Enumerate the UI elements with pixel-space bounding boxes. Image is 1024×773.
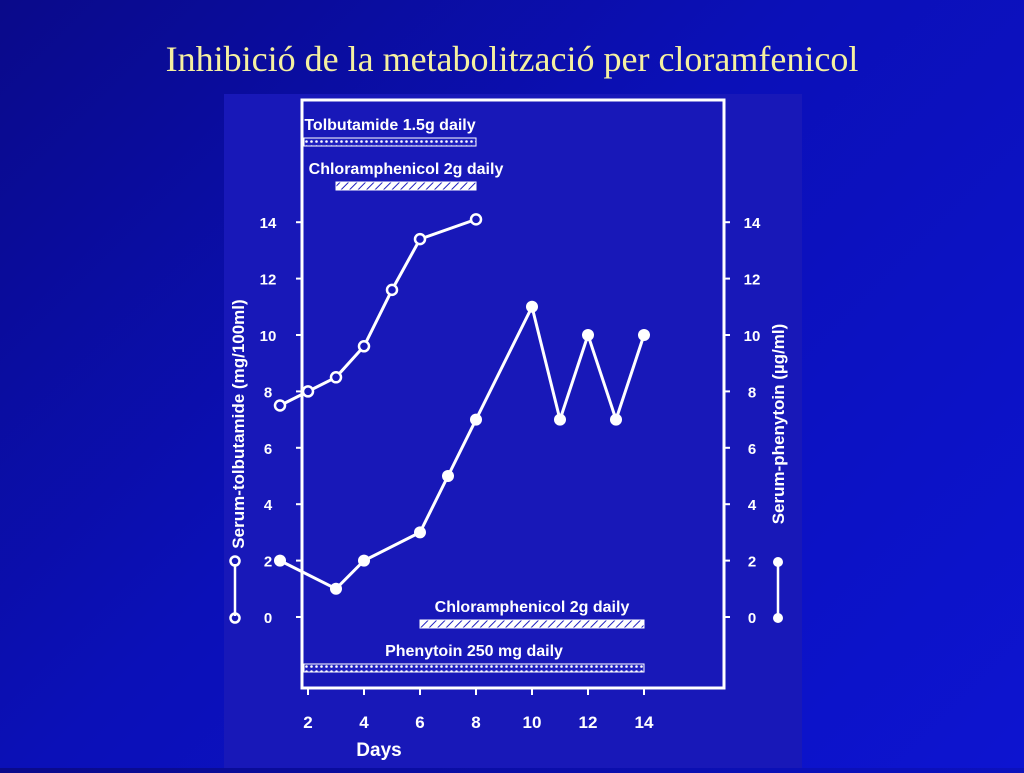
x-tick-label: 10: [523, 713, 542, 732]
phenytoin-point: [330, 582, 342, 595]
data-series: [273, 213, 650, 595]
treatment-label: Tolbutamide 1.5g daily: [304, 117, 475, 134]
phenytoin-point: [470, 413, 482, 426]
phenytoin-point: [414, 526, 426, 539]
x-tick-label: 2: [303, 713, 312, 732]
phenytoin-point: [526, 300, 538, 313]
treatment-bar: [303, 137, 477, 147]
phenytoin-point: [274, 554, 286, 567]
y-axis-label-right: Serum-phenytoin (µg/ml): [769, 324, 788, 525]
tolbutamide-point: [413, 232, 427, 246]
y-axis-left: 0 2 4 6 8 10 12 14: [260, 215, 302, 627]
tolbutamide-point: [329, 371, 343, 384]
y-left-tick-label: 14: [260, 215, 277, 232]
treatment-bar: [335, 181, 477, 191]
treatment-label: Chloramphenicol 2g daily: [309, 161, 504, 178]
tolbutamide-point: [385, 283, 399, 297]
figure-panel: 0 2 4 6 8 10 12 14 0 2 4 6 8 10 12 14 2 4 6 8 10 12 14 Tolbu…: [224, 94, 802, 768]
phenytoin-line: [279, 302, 646, 591]
tolbutamide-point: [357, 340, 371, 353]
y-axis-right: 0 2 4 6 8 10 12 14: [724, 215, 761, 627]
y-right-tick-label: 2: [748, 554, 756, 571]
legend-filled-circle-marker: [773, 557, 783, 623]
treatment-label: Chloramphenicol 2g daily: [435, 599, 630, 616]
treatment-bar: [303, 663, 645, 673]
y-left-tick-label: 12: [260, 272, 277, 289]
slide-title: Inhibició de la metabolització per clora…: [165, 39, 859, 79]
treatment-bar: [419, 619, 645, 629]
y-left-tick-label: 2: [264, 554, 272, 571]
y-axis-label-left: Serum-tolbutamide (mg/100ml): [229, 299, 248, 548]
y-left-tick-label: 4: [264, 497, 273, 514]
legend-open-circle-marker: [229, 555, 241, 624]
y-left-tick-label: 0: [264, 610, 272, 627]
tolbutamide-line: [279, 217, 477, 407]
x-tick-label: 12: [579, 713, 598, 732]
chart-svg: 0 2 4 6 8 10 12 14 0 2 4 6 8 10 12 14 2 4 6 8 10 12 14 Tolbu…: [229, 98, 788, 761]
phenytoin-point: [582, 329, 594, 341]
phenytoin-point: [358, 554, 370, 567]
y-left-tick-label: 8: [264, 384, 272, 401]
treatment-label: Phenytoin 250 mg daily: [385, 643, 563, 660]
tolbutamide-point: [301, 385, 315, 398]
phenytoin-point: [554, 413, 566, 426]
x-tick-label: 4: [359, 713, 369, 732]
phenytoin-point: [638, 329, 650, 341]
y-right-tick-label: 8: [748, 384, 756, 401]
y-right-tick-label: 4: [748, 497, 757, 514]
x-tick-label: 6: [415, 713, 424, 732]
tolbutamide-point: [273, 399, 287, 412]
x-tick-label: 14: [635, 713, 654, 732]
x-tick-label: 8: [471, 713, 480, 732]
y-right-tick-label: 6: [748, 441, 756, 458]
y-right-tick-label: 12: [744, 272, 761, 289]
x-axis: 2 4 6 8 10 12 14: [303, 688, 654, 732]
phenytoin-point: [610, 413, 622, 426]
phenytoin-point: [442, 470, 454, 482]
y-left-tick-label: 6: [264, 441, 272, 458]
y-right-tick-label: 14: [744, 215, 761, 232]
treatment-bars: Tolbutamide 1.5g daily Chloramphenicol 2g…: [303, 117, 645, 673]
x-axis-label: Days: [356, 740, 401, 761]
tolbutamide-point: [469, 213, 483, 226]
y-right-tick-label: 10: [744, 328, 761, 345]
y-right-tick-label: 0: [748, 610, 756, 627]
y-left-tick-label: 10: [260, 328, 277, 345]
